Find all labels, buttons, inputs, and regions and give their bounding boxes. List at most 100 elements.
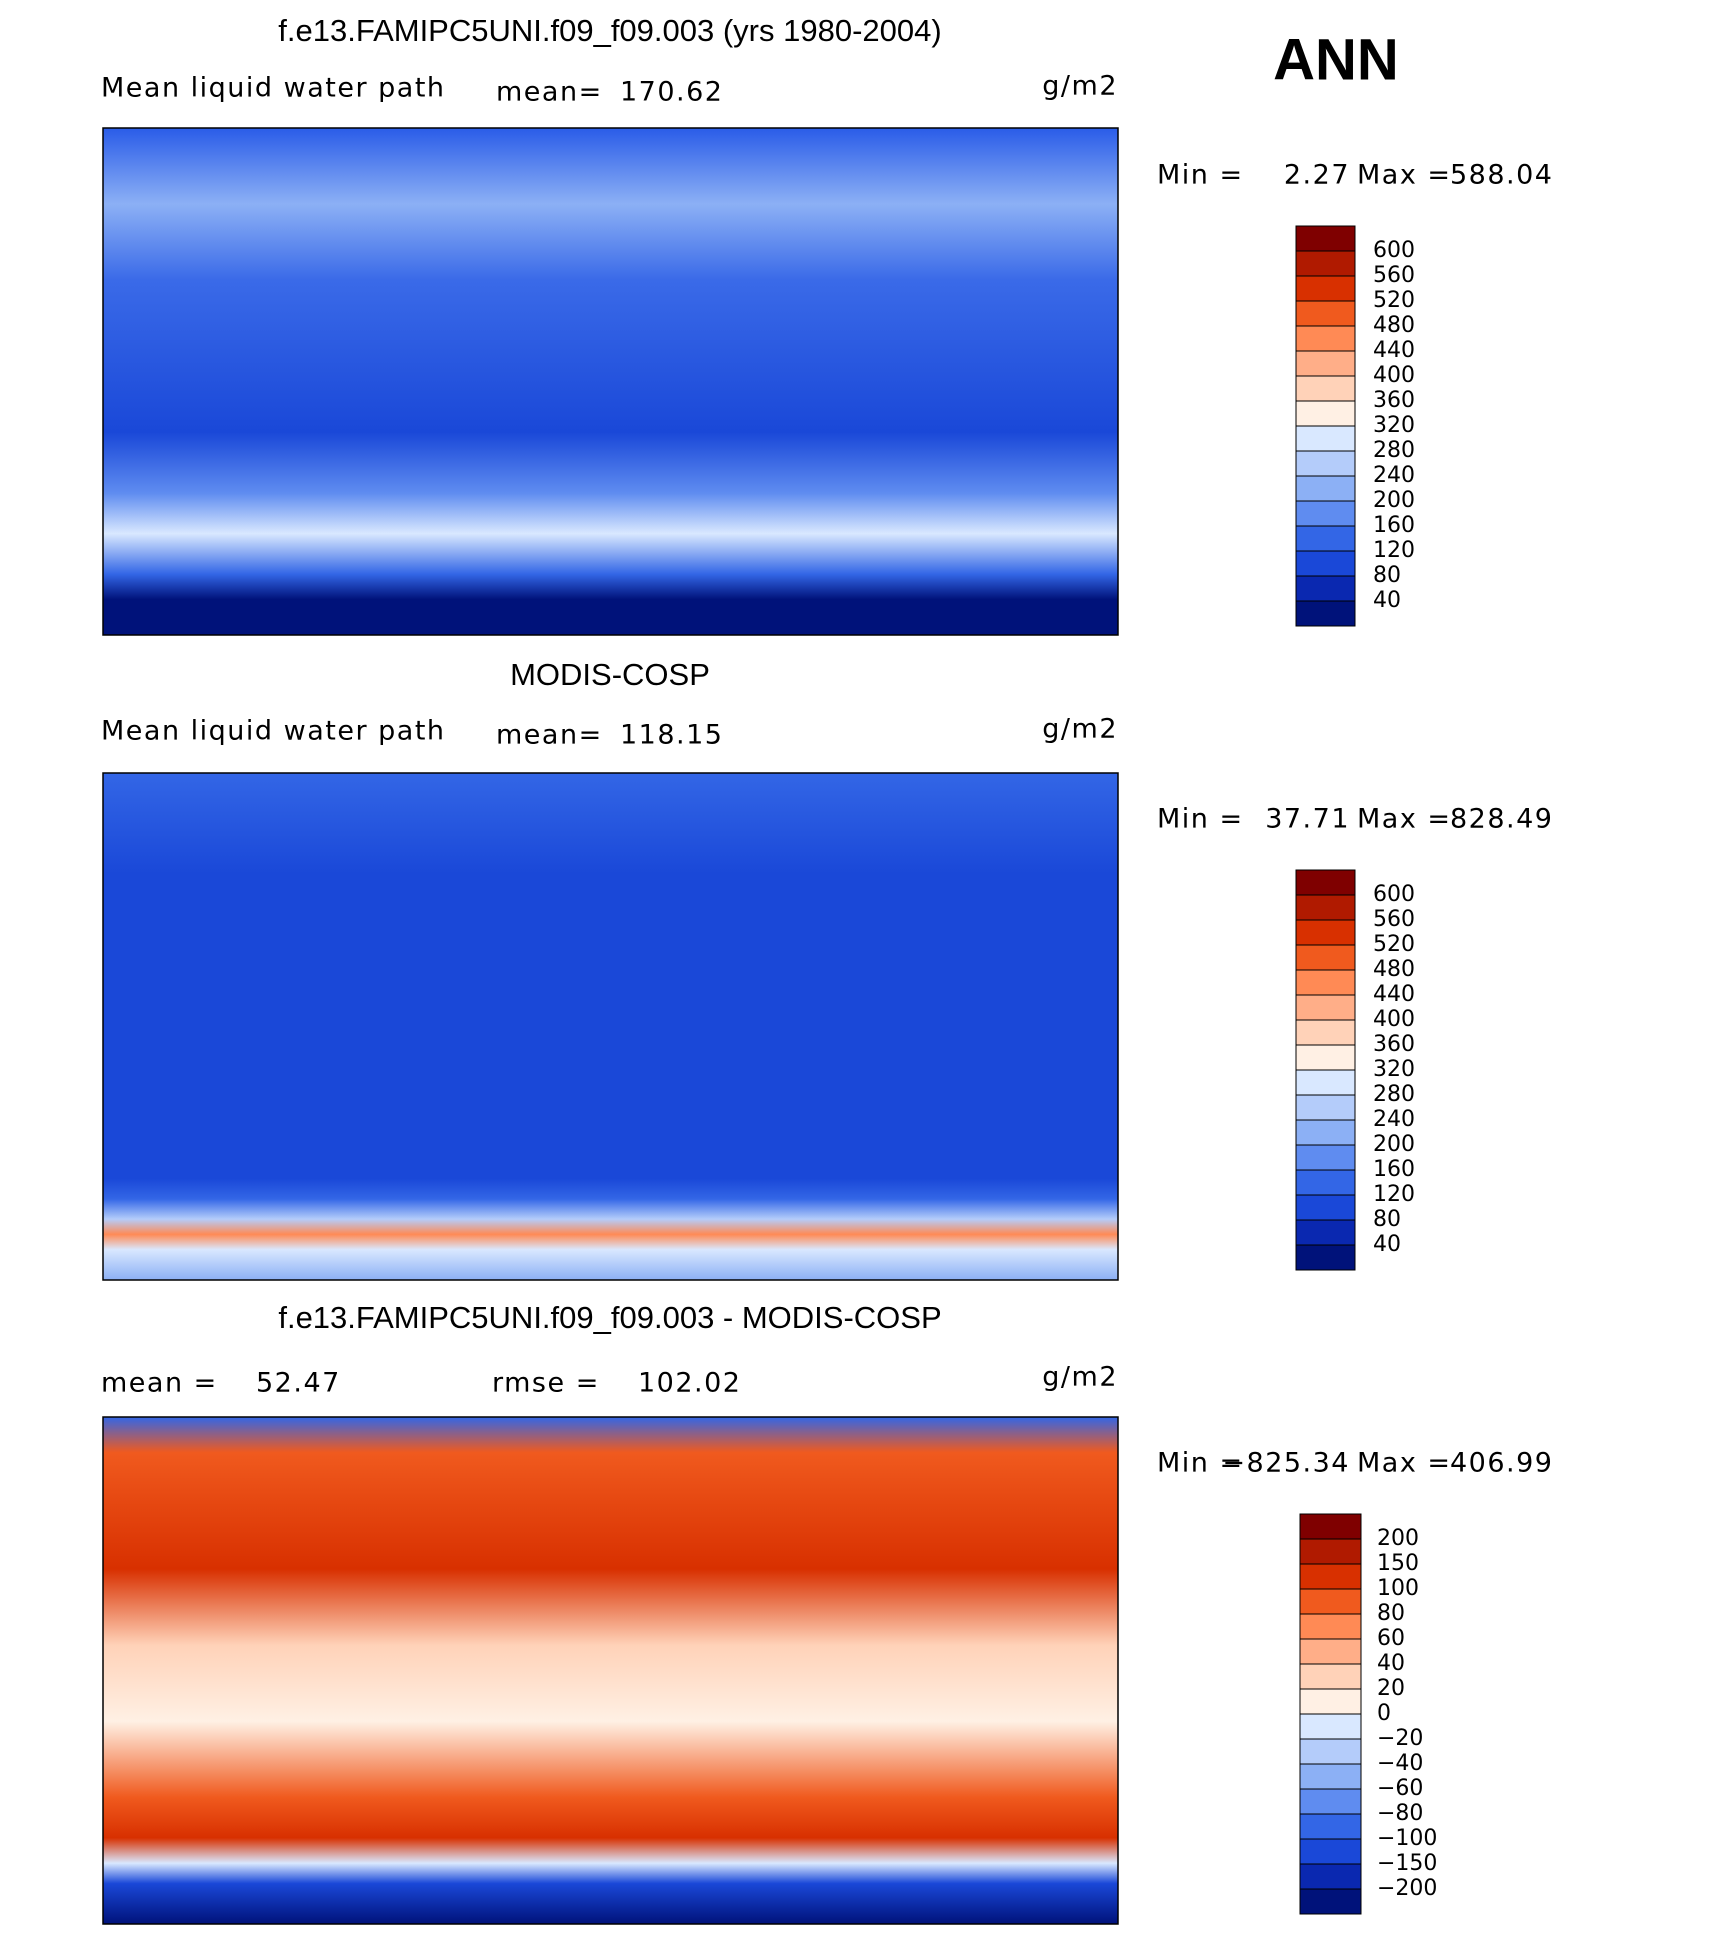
min-label: Min = (1157, 1448, 1244, 1479)
color-box (1299, 1838, 1362, 1865)
level-label: 80 (1373, 563, 1401, 588)
level-label: 40 (1377, 1651, 1405, 1676)
color-box (1295, 894, 1356, 921)
map-field (102, 772, 1119, 1281)
color-box (1299, 1888, 1362, 1915)
color-box (1295, 944, 1356, 971)
level-label: −20 (1377, 1726, 1423, 1751)
level-label: 480 (1373, 313, 1415, 338)
stat-value: 118.15 (620, 720, 723, 751)
max-label: Max = (1357, 1448, 1452, 1479)
color-box (1295, 550, 1356, 577)
level-label: 400 (1373, 363, 1415, 388)
level-label: 520 (1373, 288, 1415, 313)
level-label: 560 (1373, 263, 1415, 288)
level-label: 120 (1373, 538, 1415, 563)
color-box (1295, 919, 1356, 946)
units: g/m2 (1042, 714, 1118, 745)
max-label: Max = (1357, 160, 1452, 191)
color-box (1295, 250, 1356, 277)
color-box (1295, 1144, 1356, 1171)
color-box (1299, 1763, 1362, 1790)
level-label: −40 (1377, 1751, 1423, 1776)
field-name: Mean liquid water path (101, 73, 446, 104)
color-box (1295, 275, 1356, 302)
level-label: 20 (1377, 1676, 1405, 1701)
level-label: −80 (1377, 1801, 1423, 1826)
level-label: −200 (1377, 1876, 1437, 1901)
color-box (1299, 1538, 1362, 1565)
map-field (102, 1416, 1119, 1925)
color-box (1295, 450, 1356, 477)
panel-title: f.e13.FAMIPC5UNI.f09_f09.003 - MODIS-COS… (278, 1300, 941, 1335)
level-label: 160 (1373, 1157, 1415, 1182)
level-label: −150 (1377, 1851, 1437, 1876)
color-box (1295, 575, 1356, 602)
units: g/m2 (1042, 71, 1118, 102)
level-label: 600 (1373, 882, 1415, 907)
max-value: 406.99 (1450, 1448, 1553, 1479)
min-label: Min = (1157, 804, 1244, 835)
color-box (1295, 350, 1356, 377)
level-label: 40 (1373, 588, 1401, 613)
level-label: 160 (1373, 513, 1415, 538)
level-label: 200 (1373, 1132, 1415, 1157)
color-box (1295, 1094, 1356, 1121)
color-box (1295, 225, 1356, 252)
color-box (1299, 1588, 1362, 1615)
color-box (1299, 1613, 1362, 1640)
level-label: 100 (1377, 1576, 1419, 1601)
max-label: Max = (1357, 804, 1452, 835)
color-box (1299, 1563, 1362, 1590)
color-box (1295, 1219, 1356, 1246)
stat-value: 170.62 (620, 77, 723, 108)
level-label: 80 (1373, 1207, 1401, 1232)
level-label: 320 (1373, 413, 1415, 438)
color-box (1295, 1194, 1356, 1221)
color-box (1299, 1688, 1362, 1715)
level-label: 400 (1373, 1007, 1415, 1032)
level-label: −60 (1377, 1776, 1423, 1801)
max-value: 828.49 (1450, 804, 1553, 835)
color-box (1295, 1069, 1356, 1096)
color-box (1295, 600, 1356, 627)
level-label: 600 (1373, 238, 1415, 263)
color-box (1295, 325, 1356, 352)
level-label: 60 (1377, 1626, 1405, 1651)
color-box (1299, 1738, 1362, 1765)
stat-label: mean= (496, 77, 603, 108)
min-value: −825.34 (1222, 1448, 1350, 1479)
color-box (1295, 1119, 1356, 1146)
level-label: 280 (1373, 438, 1415, 463)
color-box (1295, 1169, 1356, 1196)
color-box (1299, 1638, 1362, 1665)
stat-label: mean = (101, 1368, 218, 1399)
min-value: 2.27 (1284, 160, 1350, 191)
panel-title: MODIS-COSP (510, 657, 710, 692)
level-label: 120 (1373, 1182, 1415, 1207)
field-name: Mean liquid water path (101, 716, 446, 747)
color-box (1295, 525, 1356, 552)
color-box (1299, 1663, 1362, 1690)
level-label: 240 (1373, 463, 1415, 488)
level-label: 360 (1373, 388, 1415, 413)
stat-value: 52.47 (256, 1368, 341, 1399)
level-label: 520 (1373, 932, 1415, 957)
color-box (1299, 1513, 1362, 1540)
color-box (1295, 969, 1356, 996)
level-label: 240 (1373, 1107, 1415, 1132)
level-label: 440 (1373, 338, 1415, 363)
min-value: 37.71 (1265, 804, 1350, 835)
level-label: 320 (1373, 1057, 1415, 1082)
season-title: ANN (1273, 27, 1399, 92)
stat-label: mean= (496, 720, 603, 751)
color-box (1295, 1044, 1356, 1071)
level-label: 360 (1373, 1032, 1415, 1057)
level-label: 0 (1377, 1701, 1391, 1726)
color-box (1295, 994, 1356, 1021)
color-box (1299, 1863, 1362, 1890)
level-label: 200 (1377, 1526, 1419, 1551)
max-value: 588.04 (1450, 160, 1553, 191)
panel-title: f.e13.FAMIPC5UNI.f09_f09.003 (yrs 1980-2… (278, 13, 941, 48)
